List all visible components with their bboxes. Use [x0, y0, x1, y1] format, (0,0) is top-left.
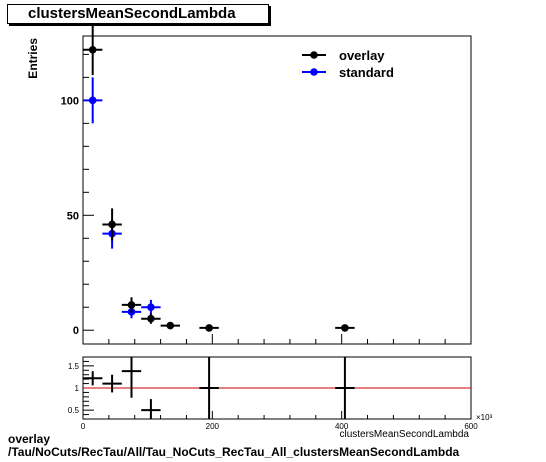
data-point-overlay [160, 321, 180, 330]
data-point-standard [141, 299, 161, 315]
x-tick-label: 400 [335, 422, 349, 431]
y-tick-label: 0 [73, 325, 79, 337]
data-point-overlay [199, 324, 219, 332]
x-axis-multiplier: ×10³ [476, 413, 493, 422]
ratio-y-tick-label: 0.5 [68, 406, 80, 415]
data-point-overlay [83, 24, 103, 76]
x-tick-label: 0 [81, 422, 86, 431]
ratio-y-tick-label: 1.5 [68, 362, 80, 371]
data-point-overlay [121, 297, 142, 313]
data-point-overlay [335, 324, 355, 332]
x-tick-label: 600 [464, 422, 478, 431]
ratio-point [199, 357, 219, 419]
ratio-point [141, 399, 161, 419]
ratio-point [102, 374, 122, 393]
main-x-axis [82, 334, 472, 344]
legend: overlay standard [302, 48, 394, 80]
main-y-axis: 0 50 100 [61, 53, 94, 337]
ratio-y-tick-label: 1 [75, 384, 80, 393]
ratio-point [335, 357, 355, 419]
ratio-x-axis: 0 200 400 600 [81, 411, 478, 431]
legend-entry-overlay: overlay [302, 48, 385, 63]
y-tick-label: 100 [61, 95, 79, 107]
x-tick-label: 200 [206, 422, 220, 431]
y-tick-label: 50 [67, 210, 79, 222]
footer-line-1: overlay [8, 432, 51, 446]
main-plot-frame [82, 35, 472, 345]
footer-line-2: /Tau/NoCuts/RecTau/All/Tau_NoCuts_RecTau… [8, 445, 460, 459]
x-axis-label: clustersMeanSecondLambda [339, 429, 469, 440]
data-point-standard [83, 77, 103, 124]
ratio-series [83, 357, 471, 419]
y-axis-label: Entries [26, 38, 40, 79]
legend-label: standard [339, 65, 394, 80]
footer-caption: overlay /Tau/NoCuts/RecTau/All/Tau_NoCut… [8, 433, 459, 459]
ratio-point [83, 371, 103, 386]
legend-label: overlay [339, 48, 385, 63]
data-point-overlay [102, 208, 122, 241]
ratio-point [121, 357, 142, 398]
main-series [83, 24, 355, 332]
legend-entry-standard: standard [302, 65, 394, 80]
data-point-overlay [141, 313, 161, 324]
plot-title: clustersMeanSecondLambda [7, 4, 269, 24]
